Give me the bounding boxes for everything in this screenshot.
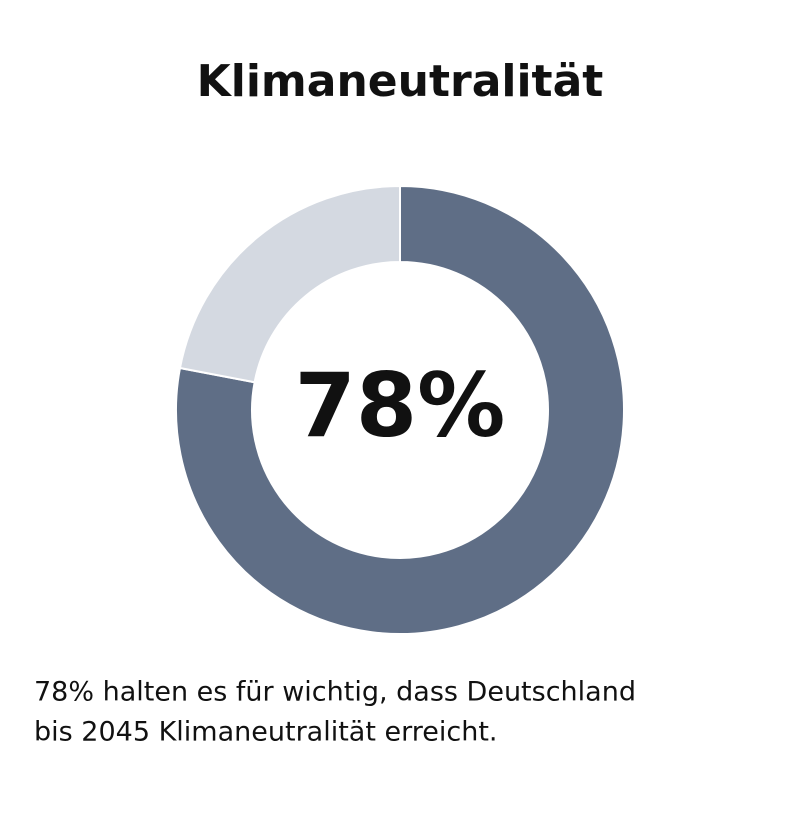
- chart-title: Klimaneutralität: [197, 56, 604, 107]
- center-label: 78%: [295, 354, 506, 457]
- caption-line: bis 2045 Klimaneutralität erreicht.: [34, 717, 498, 748]
- donut-slice: [178, 184, 401, 384]
- caption-line: 78% halten es für wichtig, dass Deutschl…: [34, 677, 636, 708]
- donut-slice: [175, 184, 625, 635]
- donut: [175, 184, 625, 635]
